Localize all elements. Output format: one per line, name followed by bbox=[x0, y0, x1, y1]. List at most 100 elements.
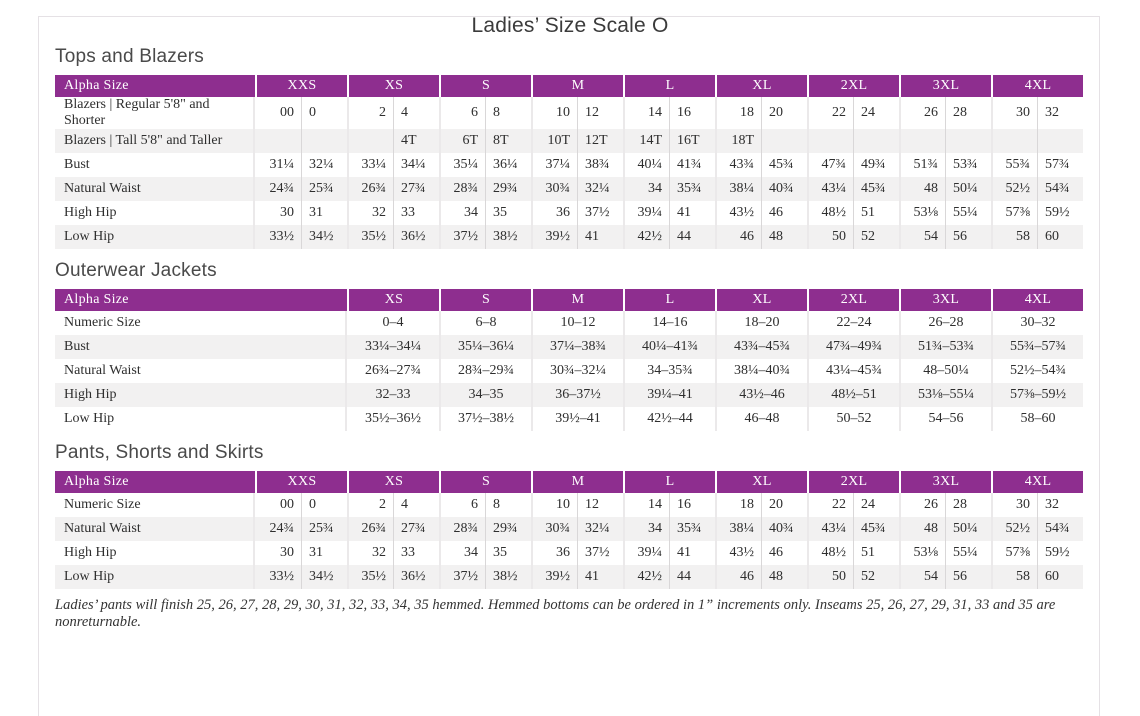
size-cell: 31 bbox=[301, 201, 347, 225]
size-cell: 32 bbox=[1037, 97, 1083, 129]
size-header: XL bbox=[715, 471, 808, 493]
size-cell: 32 bbox=[347, 201, 393, 225]
size-header: 3XL bbox=[899, 289, 991, 311]
size-cell: 55¾–57¾ bbox=[991, 335, 1083, 359]
size-cell: 16 bbox=[669, 493, 715, 517]
size-cell: 36 bbox=[531, 201, 577, 225]
row-label: Bust bbox=[55, 335, 347, 359]
size-cell: 41 bbox=[577, 565, 624, 589]
size-cell bbox=[945, 129, 992, 153]
size-cell: 34 bbox=[623, 177, 670, 201]
size-cell: 46 bbox=[715, 225, 762, 249]
table-row: High Hip 30 31 32 33 34 35 36 37½ 39¼ 41 43½ 46 48½ 51… bbox=[55, 541, 1083, 565]
table-row: Low Hip 35½–36½ 37½–38½ 39½–41 42½–44 46–48 50… bbox=[55, 407, 1083, 431]
size-cell: 22 bbox=[807, 493, 853, 517]
size-cell: 46 bbox=[715, 565, 762, 589]
size-cell: 48 bbox=[899, 177, 946, 201]
size-cell: 4 bbox=[393, 493, 439, 517]
size-cell: 43½ bbox=[715, 201, 761, 225]
size-cell: 38¼–40¾ bbox=[715, 359, 807, 383]
size-header: M bbox=[531, 289, 623, 311]
size-cell: 48½ bbox=[807, 201, 853, 225]
size-cell: 32¼ bbox=[577, 517, 624, 541]
size-cell: 38½ bbox=[485, 565, 532, 589]
size-cell: 32–33 bbox=[347, 383, 439, 407]
size-header: S bbox=[439, 289, 531, 311]
row-label: High Hip bbox=[55, 201, 255, 225]
size-cell: 16 bbox=[669, 97, 715, 129]
size-table: Alpha Size XXS XS S M L XL 2XL 3XL 4XL Numeric Siz… bbox=[55, 471, 1084, 589]
size-cell: 10T bbox=[531, 129, 578, 153]
size-cell: 20 bbox=[761, 97, 807, 129]
size-cell: 29¾ bbox=[485, 177, 532, 201]
size-cell: 36¼ bbox=[485, 153, 531, 177]
size-cell: 18T bbox=[715, 129, 762, 153]
size-cell: 41¾ bbox=[669, 153, 715, 177]
size-cell: 38¼ bbox=[715, 517, 762, 541]
size-cell: 31 bbox=[301, 541, 347, 565]
size-cell: 32¼ bbox=[301, 153, 347, 177]
size-cell: 34½ bbox=[301, 565, 348, 589]
size-cell: 47¾–49¾ bbox=[807, 335, 899, 359]
row-label: Low Hip bbox=[55, 565, 255, 589]
size-cell: 59½ bbox=[1037, 541, 1083, 565]
size-cell: 43¼ bbox=[807, 177, 854, 201]
size-cell: 53⅛–55¼ bbox=[899, 383, 991, 407]
size-cell: 35¼–36¼ bbox=[439, 335, 531, 359]
header-row: Alpha Size XS S M L XL 2XL 3XL 4XL bbox=[55, 289, 1083, 311]
section-title: Outerwear Jackets bbox=[55, 260, 217, 281]
size-cell: 46 bbox=[761, 541, 807, 565]
size-cell: 30 bbox=[280, 545, 294, 560]
size-cell: 26¾ bbox=[347, 177, 394, 201]
table-body: Numeric Size 0–4 6–8 10–12 14–16 18–20 22–24 26… bbox=[55, 311, 1083, 431]
row-label: High Hip bbox=[55, 541, 255, 565]
size-header: L bbox=[623, 471, 716, 493]
size-cell: 30¾ bbox=[531, 177, 578, 201]
size-cell: 39¼–41 bbox=[623, 383, 715, 407]
size-cell: 57⅜–59½ bbox=[991, 383, 1083, 407]
size-cell: 10 bbox=[531, 493, 577, 517]
size-cell: 12 bbox=[577, 493, 623, 517]
size-cell: 45¾ bbox=[853, 177, 900, 201]
size-cell: 36 bbox=[531, 541, 577, 565]
alpha-size-header: Alpha Size bbox=[55, 289, 347, 311]
table-row: Low Hip 33½ 34½ 35½ 36½ 37½ 38½ 39½ 41 42½ 44 46 48 5… bbox=[55, 565, 1084, 589]
alpha-size-header: Alpha Size bbox=[55, 75, 255, 97]
table-row: Low Hip 33½ 34½ 35½ 36½ 37½ 38½ 39½ 41 42½ 44 46 48 5… bbox=[55, 225, 1084, 249]
size-cell: 34 bbox=[623, 517, 670, 541]
size-cell: 51¾ bbox=[899, 153, 945, 177]
size-cell: 25¾ bbox=[301, 177, 348, 201]
size-header: L bbox=[623, 289, 715, 311]
size-cell: 27¾ bbox=[393, 517, 440, 541]
size-cell: 37½–38½ bbox=[439, 407, 531, 431]
size-cell: 48 bbox=[761, 565, 808, 589]
row-label: Blazers | Regular 5'8" and Shorter bbox=[55, 97, 255, 129]
size-cell: 53¾ bbox=[945, 153, 991, 177]
size-cell: 54 bbox=[899, 225, 946, 249]
size-cell: 45¾ bbox=[853, 517, 900, 541]
size-cell: 44 bbox=[669, 225, 716, 249]
table-row: Numeric Size 0–4 6–8 10–12 14–16 18–20 22–24 26… bbox=[55, 311, 1083, 335]
size-cell: 43½–46 bbox=[715, 383, 807, 407]
size-header: XS bbox=[347, 75, 440, 97]
size-cell: 39½ bbox=[531, 225, 578, 249]
row-label: Low Hip bbox=[55, 407, 347, 431]
header-row: Alpha Size XXS XS S M L XL 2XL 3XL 4XL bbox=[55, 75, 1084, 97]
size-cell: 33 bbox=[393, 541, 439, 565]
size-cell: 50–52 bbox=[807, 407, 899, 431]
size-cell: 35½–36½ bbox=[365, 411, 421, 426]
size-cell: 0 bbox=[301, 493, 347, 517]
size-cell: 54¾ bbox=[1037, 517, 1084, 541]
size-cell: 35 bbox=[485, 541, 531, 565]
size-cell: 34–35¾ bbox=[623, 359, 715, 383]
size-cell: 40¾ bbox=[761, 517, 808, 541]
size-header: 4XL bbox=[991, 75, 1084, 97]
size-table: Alpha Size XXS XS S M L XL 2XL 3XL 4XL Blazers | R… bbox=[55, 75, 1084, 249]
size-cell: 57¾ bbox=[1037, 153, 1083, 177]
size-cell: 8 bbox=[485, 493, 531, 517]
size-cell: 52½ bbox=[991, 177, 1038, 201]
size-cell: 46 bbox=[761, 201, 807, 225]
size-header: 4XL bbox=[991, 471, 1084, 493]
size-cell: 56 bbox=[945, 225, 992, 249]
row-label: Natural Waist bbox=[55, 359, 347, 383]
